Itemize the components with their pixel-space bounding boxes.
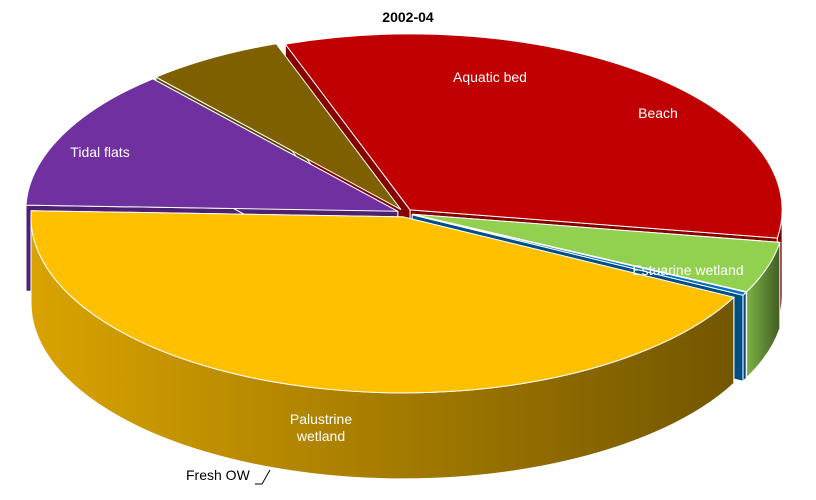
slice-side-4 [742,291,747,382]
fresh-ow-leader-line [255,469,271,485]
pie-slice-2[interactable] [284,33,783,239]
pie-slice-4[interactable] [412,214,748,296]
slice-label-2: Estuarine wetland [632,262,743,278]
slice-label-1: Beach [638,105,678,121]
slice-label-5: Tidal flats [70,144,129,160]
slice-label-0: Aquatic bed [453,69,527,85]
slice-label-3: Palustrine wetland [290,411,352,444]
pie-slice-5[interactable] [30,210,735,394]
pie-slice-1[interactable] [154,43,402,210]
chart-title: 2002-04 [382,9,434,25]
slice-label-4: Fresh OW [186,467,251,483]
pie-slice-3[interactable] [412,213,781,293]
pie-slice-0[interactable] [25,78,399,212]
